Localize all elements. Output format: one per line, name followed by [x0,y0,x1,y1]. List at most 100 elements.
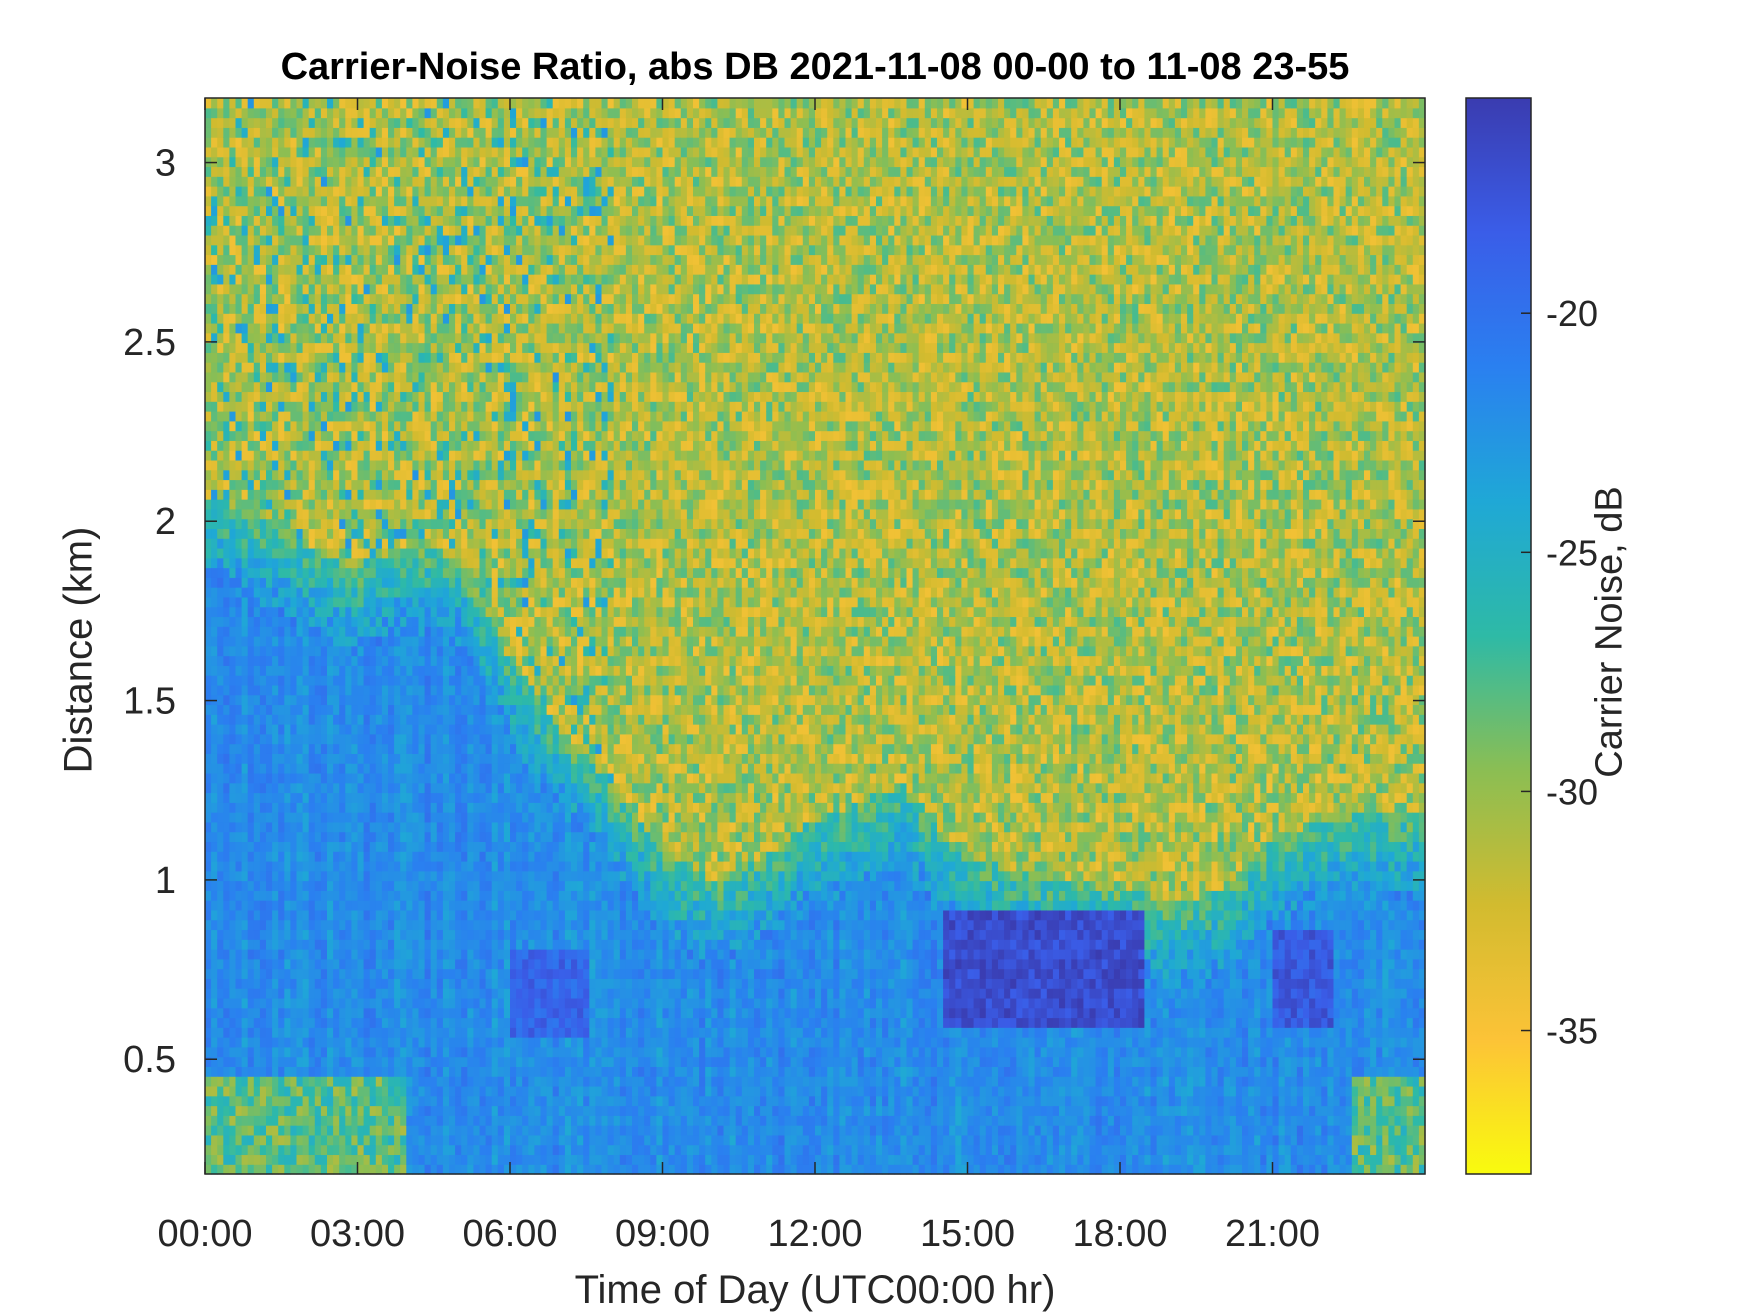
heatmap-cell [400,665,407,675]
heatmap-cell [327,978,334,988]
heatmap-cell [382,920,389,930]
heatmap-cell [278,1135,285,1145]
heatmap-cell [461,538,468,548]
heatmap-cell [388,411,395,421]
heatmap-cell [351,274,358,284]
heatmap-cell [364,343,371,353]
heatmap-cell [278,822,285,832]
heatmap-cell [321,695,328,705]
heatmap-cell [461,1115,468,1125]
heatmap-cell [473,255,480,265]
heatmap-cell [272,186,279,196]
heatmap-cell [419,704,426,714]
heatmap-cell [309,264,316,274]
heatmap-cell [480,822,487,832]
heatmap-cell [394,225,401,235]
heatmap-cell [284,538,291,548]
heatmap-cell [455,196,462,206]
heatmap-cell [419,949,426,959]
heatmap-cell [461,1154,468,1164]
heatmap-cell [272,1106,279,1116]
heatmap-cell [290,382,297,392]
heatmap-cell [431,763,438,773]
heatmap-cell [333,871,340,881]
heatmap-cell [303,519,310,529]
heatmap-cell [449,196,456,206]
heatmap-cell [248,626,255,636]
heatmap-cell [431,607,438,617]
heatmap-cell [309,910,316,920]
heatmap-cell [358,362,365,372]
heatmap-cell [327,587,334,597]
heatmap-cell [461,1125,468,1135]
heatmap-cell [297,1037,304,1047]
heatmap-cell [211,1096,218,1106]
heatmap-cell [419,558,426,568]
heatmap-cell [254,401,261,411]
heatmap-cell [327,1047,334,1057]
heatmap-cell [400,832,407,842]
heatmap-cell [284,646,291,656]
heatmap-cell [303,646,310,656]
heatmap-cell [364,157,371,167]
heatmap-cell [309,773,316,783]
heatmap-cell [406,890,413,900]
heatmap-cell [394,118,401,128]
heatmap-cell [254,685,261,695]
heatmap-cell [351,362,358,372]
heatmap-cell [260,118,267,128]
heatmap-cell [412,1057,419,1067]
heatmap-cell [309,978,316,988]
heatmap-cell [461,1066,468,1076]
heatmap-cell [242,431,249,441]
heatmap-cell [412,352,419,362]
heatmap-cell [419,470,426,480]
heatmap-cell [382,685,389,695]
heatmap-cell [388,176,395,186]
heatmap-cell [284,108,291,118]
heatmap-cell [425,783,432,793]
heatmap-cell [266,333,273,343]
heatmap-cell [400,704,407,714]
heatmap-cell [437,1017,444,1027]
heatmap-cell [223,773,230,783]
heatmap-cell [327,802,334,812]
heatmap-cell [406,509,413,519]
heatmap-cell [406,744,413,754]
heatmap-cell [223,245,230,255]
heatmap-cell [461,470,468,480]
heatmap-cell [297,822,304,832]
heatmap-cell [260,372,267,382]
heatmap-cell [290,421,297,431]
heatmap-cell [461,1135,468,1145]
heatmap-cell [425,411,432,421]
heatmap-cell [272,568,279,578]
heatmap-cell [388,685,395,695]
heatmap-cell [419,1008,426,1018]
heatmap-cell [358,440,365,450]
heatmap-cell [370,773,377,783]
heatmap-cell [315,274,322,284]
heatmap-cell [351,166,358,176]
heatmap-cell [455,841,462,851]
heatmap-cell [315,978,322,988]
heatmap-cell [321,822,328,832]
heatmap-cell [382,1106,389,1116]
heatmap-cell [394,714,401,724]
heatmap-cell [211,998,218,1008]
heatmap-cell [431,577,438,587]
heatmap-cell [345,352,352,362]
heatmap-cell [382,646,389,656]
heatmap-cell [419,1037,426,1047]
heatmap-cell [309,528,316,538]
heatmap-cell [248,519,255,529]
heatmap-cell [431,665,438,675]
heatmap-cell [394,294,401,304]
heatmap-cell [229,548,236,558]
heatmap-cell [449,871,456,881]
heatmap-cell [431,1076,438,1086]
heatmap-cell [339,1057,346,1067]
heatmap-cell [455,577,462,587]
heatmap-cell [309,362,316,372]
heatmap-cell [284,724,291,734]
